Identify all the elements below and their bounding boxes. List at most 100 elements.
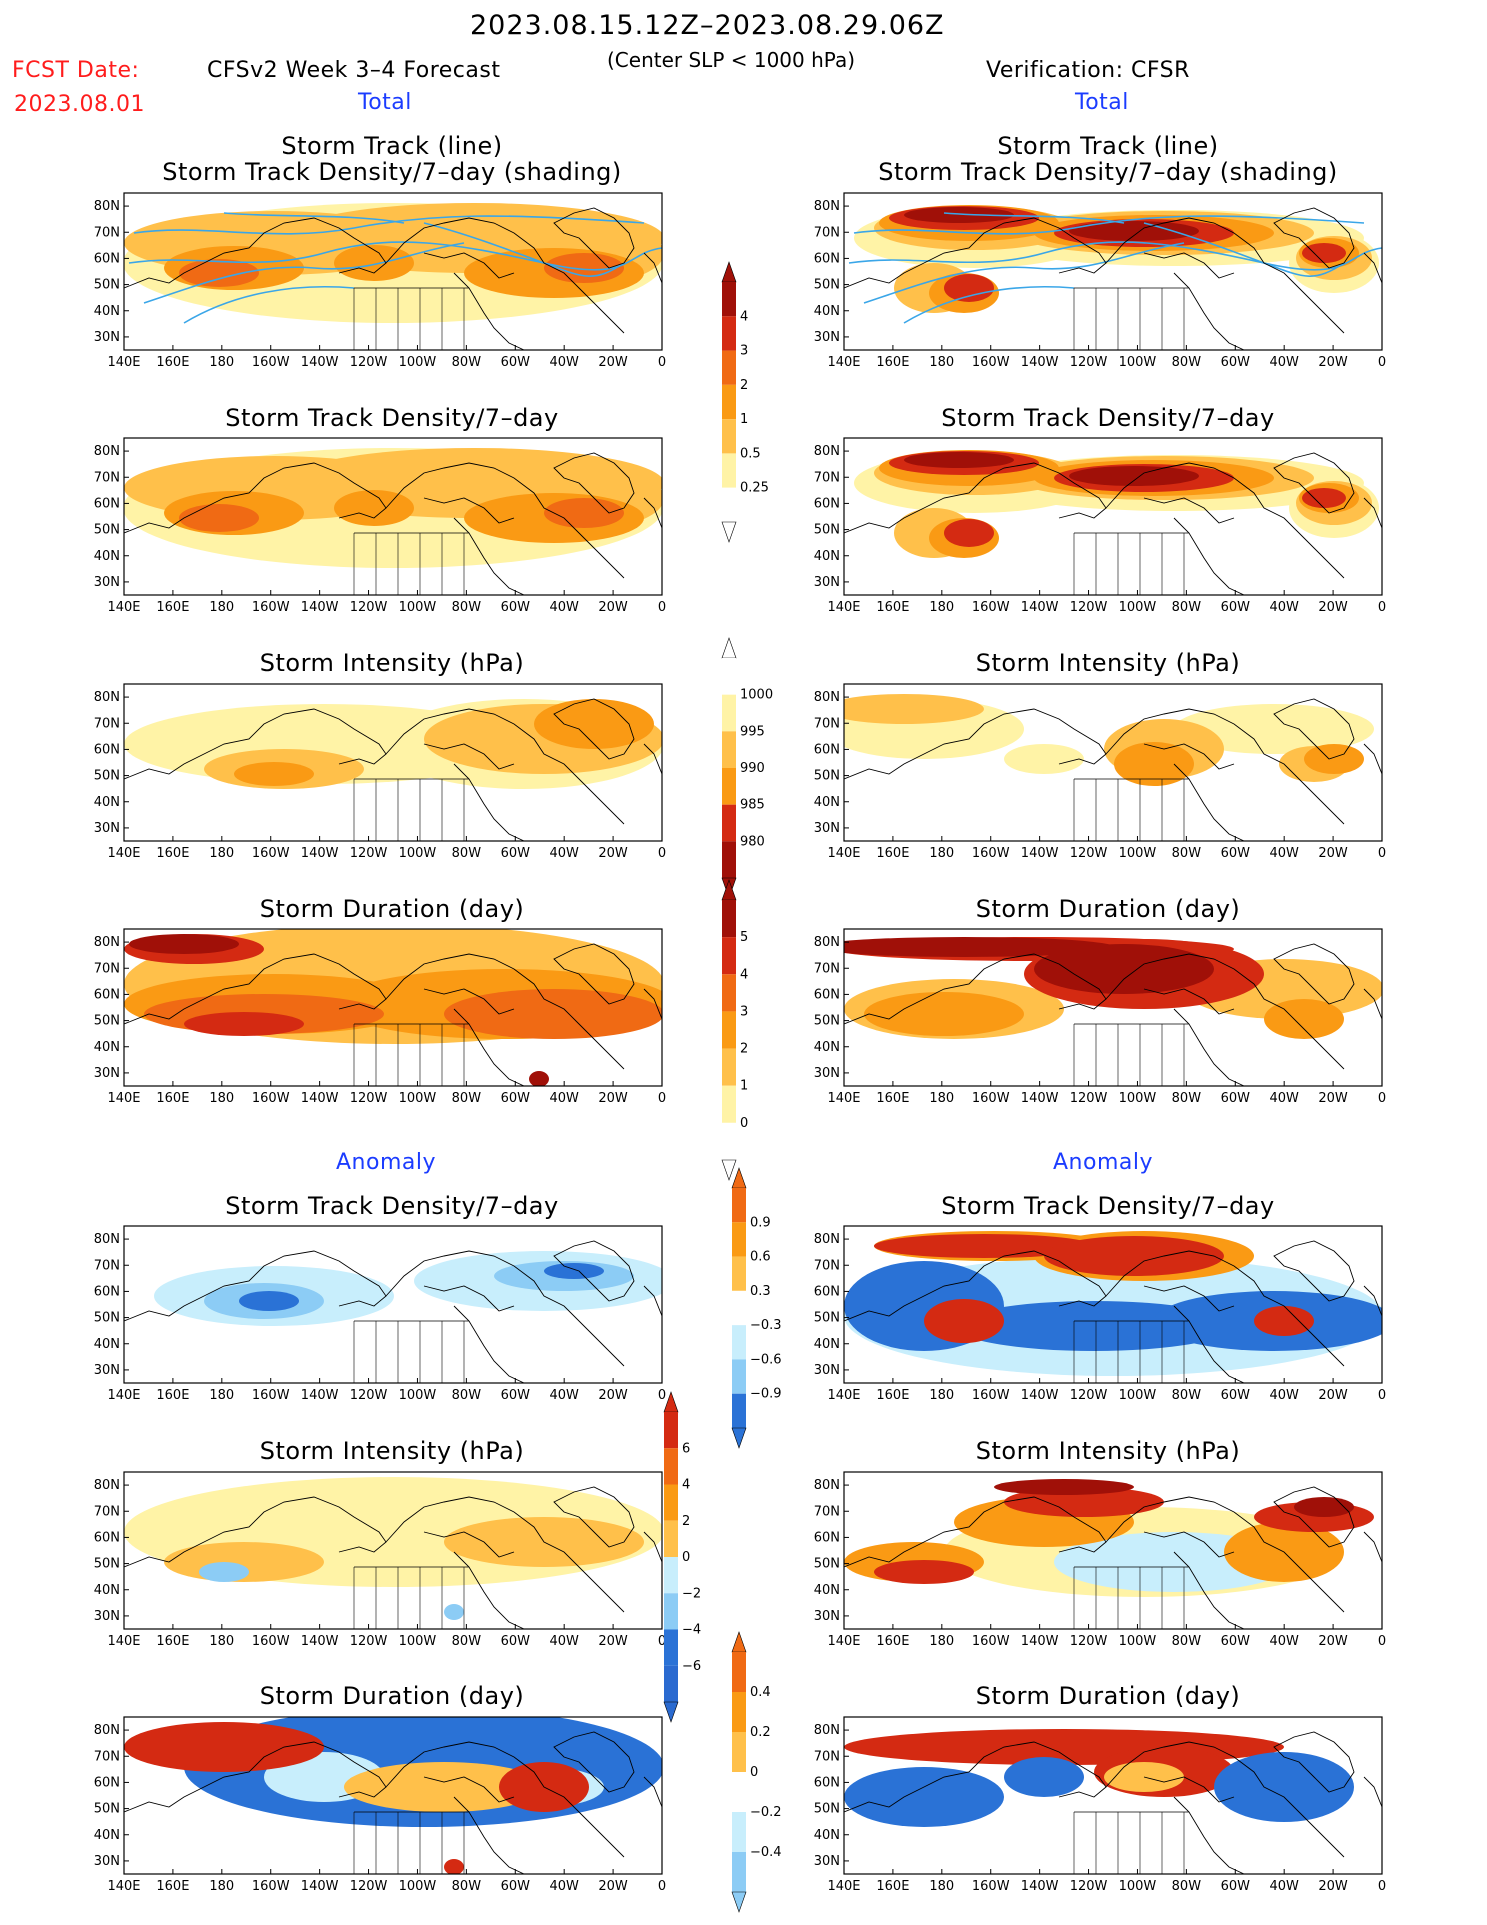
colorbar-segment [722, 1048, 736, 1086]
y-tick-label: 80N [94, 444, 120, 459]
coastline [1105, 708, 1345, 825]
title-f-track-1: Storm Track (line) [281, 132, 503, 160]
x-tick-label: 80W [452, 1091, 482, 1106]
y-tick-label: 80N [814, 1723, 840, 1738]
storm-track-line [143, 242, 465, 304]
coastline [385, 708, 625, 825]
map-frame [843, 1471, 1383, 1630]
x-tick-label: 100W [399, 1091, 437, 1106]
x-tick-label: 0 [1378, 1879, 1386, 1894]
coastline [385, 1250, 625, 1367]
colorbar-label: 6 [682, 1441, 690, 1456]
x-tick-label: 100W [1119, 600, 1157, 615]
y-tick-label: 80N [814, 1232, 840, 1247]
y-tick-label: 70N [94, 716, 120, 731]
x-tick-label: 0 [658, 1879, 666, 1894]
x-tick-label: 20W [598, 1879, 628, 1894]
coastline [1173, 1551, 1245, 1629]
x-tick-label: 160W [252, 846, 290, 861]
map-frame [843, 437, 1383, 596]
x-tick-label: 80W [1172, 1388, 1202, 1403]
storm-track-line [943, 212, 1125, 224]
x-tick-label: 20W [1318, 1879, 1348, 1894]
x-tick-label: 160W [972, 1091, 1010, 1106]
y-tick-label: 40N [814, 1828, 840, 1843]
shading-cell [1254, 1306, 1314, 1336]
map-frame [843, 683, 1383, 842]
map-f-anom-density: 140E 160E 180 160W 140W 120W 100W 80W 60W 40W 20W 0… [94, 1225, 666, 1403]
colorbar-label: −6 [682, 1659, 701, 1674]
colorbar-segment [722, 419, 736, 454]
coastline [1173, 1796, 1245, 1874]
x-tick-label: 40W [549, 1634, 579, 1649]
coastline [643, 988, 662, 1020]
y-tick-label: 50N [94, 1802, 120, 1817]
title-c-anom-intensity: Storm Intensity (hPa) [975, 1437, 1241, 1465]
colorbar-label: 1000 [740, 688, 773, 703]
x-tick-label: 140W [1021, 846, 1059, 861]
colorbar-segment [664, 1665, 678, 1702]
map-c-anom-duration: 140E 160E 180 160W 140W 120W 100W 80W 60W 40W 20W 0… [814, 1716, 1386, 1894]
x-tick-label: 40W [1269, 1388, 1299, 1403]
verification-title: Verification: CFSR [986, 58, 1190, 83]
coastline [1105, 1496, 1345, 1613]
x-tick-label: 140E [827, 1634, 860, 1649]
x-tick-label: 120W [350, 600, 388, 615]
x-tick-label: 160E [156, 1091, 189, 1106]
y-tick-label: 50N [814, 769, 840, 784]
title-c-intensity: Storm Intensity (hPa) [975, 649, 1241, 677]
y-tick-label: 60N [94, 251, 120, 266]
shading-cell [844, 1767, 1004, 1827]
map-frame [123, 192, 663, 351]
coastline [453, 1796, 525, 1874]
colorbar-segment [722, 350, 736, 385]
colorbar-label: 4 [682, 1478, 690, 1493]
x-tick-label: 160E [876, 1091, 909, 1106]
shading-cell [184, 1012, 304, 1036]
coastline [124, 217, 387, 289]
x-tick-label: 160E [876, 1388, 909, 1403]
colorbar-segment [732, 1325, 746, 1360]
coastline [423, 1776, 515, 1803]
x-tick-label: 180 [209, 355, 234, 370]
x-tick-label: 0 [1378, 1634, 1386, 1649]
coastline [1143, 1531, 1235, 1558]
x-tick-label: 160W [252, 1634, 290, 1649]
x-tick-label: 140E [107, 355, 140, 370]
colorbar-duration: 5 4 3 2 1 0 [721, 879, 748, 1181]
coastline [1143, 1285, 1235, 1312]
x-tick-label: 140E [107, 1634, 140, 1649]
map-f-anom-duration: 140E 160E 180 160W 140W 120W 100W 80W 60W 40W 20W 0… [94, 1716, 666, 1894]
y-tick-label: 30N [94, 575, 120, 590]
map-f-duration: 140E 160E 180 160W 140W 120W 100W 80W 60W 40W 20W 0… [94, 928, 666, 1106]
y-tick-label: 70N [814, 225, 840, 240]
colorbar-label: 4 [740, 309, 748, 324]
y-tick-label: 40N [94, 304, 120, 319]
shading-cell [1174, 704, 1374, 754]
coastline [124, 462, 387, 534]
x-tick-label: 60W [501, 600, 531, 615]
map-f-anom-intensity: 140E 160E 180 160W 140W 120W 100W 80W 60W 40W 20W 0… [94, 1471, 666, 1649]
x-tick-label: 60W [501, 355, 531, 370]
y-tick-label: 80N [94, 1232, 120, 1247]
y-tick-label: 40N [814, 304, 840, 319]
colorbar-label: 2 [682, 1514, 690, 1529]
colorbar-label: 0.9 [750, 1215, 771, 1230]
shading-cell [444, 989, 662, 1039]
total-label-right: Total [1075, 90, 1129, 115]
coastline [1105, 1250, 1345, 1367]
y-tick-label: 80N [814, 444, 840, 459]
y-tick-label: 50N [94, 1014, 120, 1029]
colorbar-segment [722, 900, 736, 938]
x-tick-label: 0 [1378, 600, 1386, 615]
storm-track-line [223, 212, 405, 224]
x-tick-label: 80W [1172, 1634, 1202, 1649]
colorbar-label: 2 [740, 378, 748, 393]
colorbar-segment [722, 384, 736, 420]
x-tick-label: 80W [1172, 355, 1202, 370]
x-tick-label: 180 [929, 1634, 954, 1649]
coastline [844, 217, 1107, 289]
y-tick-label: 80N [814, 199, 840, 214]
coastline [1363, 988, 1382, 1020]
colorbar-segment [722, 1122, 736, 1160]
